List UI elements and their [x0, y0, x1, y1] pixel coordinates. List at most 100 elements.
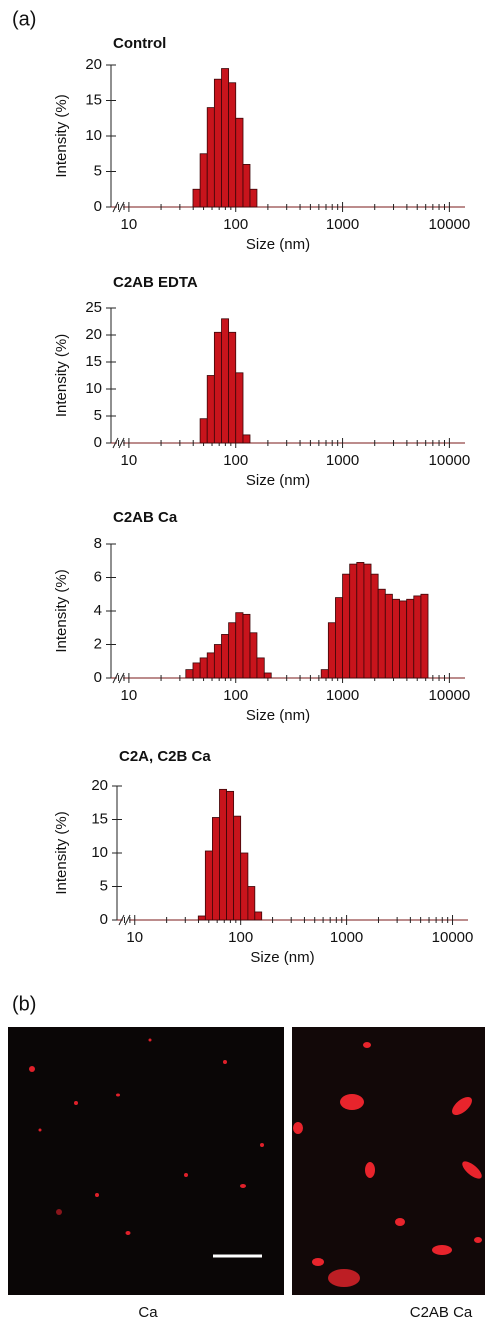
y-axis-title: Intensity (%) [53, 811, 70, 894]
x-tick-label: 100 [223, 687, 248, 704]
bar [384, 593, 393, 679]
bar [221, 68, 230, 208]
bar [199, 418, 208, 444]
bar [420, 593, 429, 679]
bar [399, 600, 408, 679]
x-tick-label: 1000 [326, 687, 359, 704]
bar [320, 669, 329, 679]
bar [370, 573, 379, 679]
y-tick-label: 0 [94, 198, 102, 215]
y-tick-label: 25 [85, 299, 102, 316]
bar [335, 597, 343, 679]
chart: C2AB Ca Intensity (%) Size (nm) 0 2 4 6 8 10 100 1… [53, 509, 470, 724]
bar [212, 817, 220, 921]
x-axis-title: Size (nm) [250, 949, 314, 966]
y-tick-label: 20 [85, 56, 102, 73]
y-tick-label: 10 [85, 127, 102, 144]
x-tick-label: 100 [223, 452, 248, 469]
bar [213, 78, 222, 208]
bar [197, 915, 206, 921]
bar [221, 318, 230, 444]
y-tick-label: 5 [94, 162, 102, 179]
y-tick-label: 10 [85, 380, 102, 397]
bar [235, 612, 244, 679]
y-tick-label: 6 [94, 568, 102, 585]
axis-break [112, 672, 125, 684]
bar [226, 790, 235, 921]
x-tick-label: 100 [228, 929, 253, 946]
y-axis-title: Intensity (%) [53, 569, 70, 652]
micrograph [292, 1027, 485, 1295]
x-axis-title: Size (nm) [246, 707, 310, 724]
bar [242, 613, 251, 679]
bar [249, 632, 258, 679]
bar [249, 188, 258, 208]
bar [219, 788, 227, 921]
bar [228, 622, 237, 679]
y-tick-label: 15 [85, 91, 102, 108]
bar [254, 911, 263, 921]
bar [199, 153, 208, 208]
micrograph [8, 1027, 284, 1295]
y-tick-label: 0 [94, 434, 102, 451]
y-tick-label: 0 [94, 669, 102, 686]
bar [327, 622, 336, 679]
chart-title: C2AB Ca [113, 509, 178, 526]
bar [206, 375, 215, 444]
bar [228, 331, 237, 444]
y-tick-label: 5 [100, 877, 108, 894]
bar [263, 672, 272, 679]
bar [204, 850, 213, 921]
bar [206, 652, 215, 679]
bar [228, 82, 237, 208]
bar [185, 669, 194, 679]
bar [356, 562, 365, 679]
bar [235, 117, 244, 208]
chart-title: Control [113, 35, 166, 52]
y-axis-title: Intensity (%) [53, 334, 70, 417]
x-tick-label: 10000 [429, 216, 471, 233]
axis-break [112, 437, 125, 449]
chart-title: C2A, C2B Ca [119, 748, 211, 765]
bar [233, 815, 242, 921]
y-tick-label: 20 [85, 326, 102, 343]
bar [256, 657, 265, 679]
bar [206, 107, 215, 208]
bar [342, 573, 351, 679]
y-tick-label: 2 [94, 635, 102, 652]
bar [392, 598, 400, 679]
x-tick-label: 10000 [432, 929, 474, 946]
panel-label: (a) [12, 8, 36, 30]
y-tick-label: 10 [91, 844, 108, 861]
chart-title: C2AB EDTA [113, 274, 198, 291]
bar [242, 434, 251, 444]
bar [349, 563, 358, 679]
bar [221, 634, 230, 679]
image-caption: C2AB Ca [410, 1304, 473, 1321]
y-tick-label: 15 [91, 810, 108, 827]
x-tick-label: 1000 [326, 452, 359, 469]
x-axis-title: Size (nm) [246, 236, 310, 253]
chart: C2AB EDTA Intensity (%) Size (nm) 0 5 10 15 20 2… [53, 274, 470, 489]
axis-break [112, 201, 125, 213]
y-axis-title: Intensity (%) [53, 94, 70, 177]
bar [199, 657, 208, 679]
x-tick-label: 10 [121, 452, 138, 469]
x-tick-label: 10 [126, 929, 143, 946]
bar [413, 595, 422, 679]
bar [240, 852, 249, 921]
x-tick-label: 10000 [429, 687, 471, 704]
y-tick-label: 5 [94, 407, 102, 424]
bar [192, 188, 201, 208]
x-tick-label: 10000 [429, 452, 471, 469]
image-caption: Ca [138, 1304, 158, 1321]
y-tick-label: 15 [85, 353, 102, 370]
chart: Control Intensity (%) Size (nm) 0 5 10 15 20 10 1… [53, 35, 470, 253]
chart: C2A, C2B Ca Intensity (%) Size (nm) 0 5 10 15 2… [53, 748, 473, 966]
bar [363, 563, 372, 679]
x-axis-title: Size (nm) [246, 472, 310, 489]
y-tick-label: 20 [91, 777, 108, 794]
y-tick-label: 8 [94, 535, 102, 552]
bar [192, 662, 201, 679]
y-tick-label: 0 [100, 911, 108, 928]
